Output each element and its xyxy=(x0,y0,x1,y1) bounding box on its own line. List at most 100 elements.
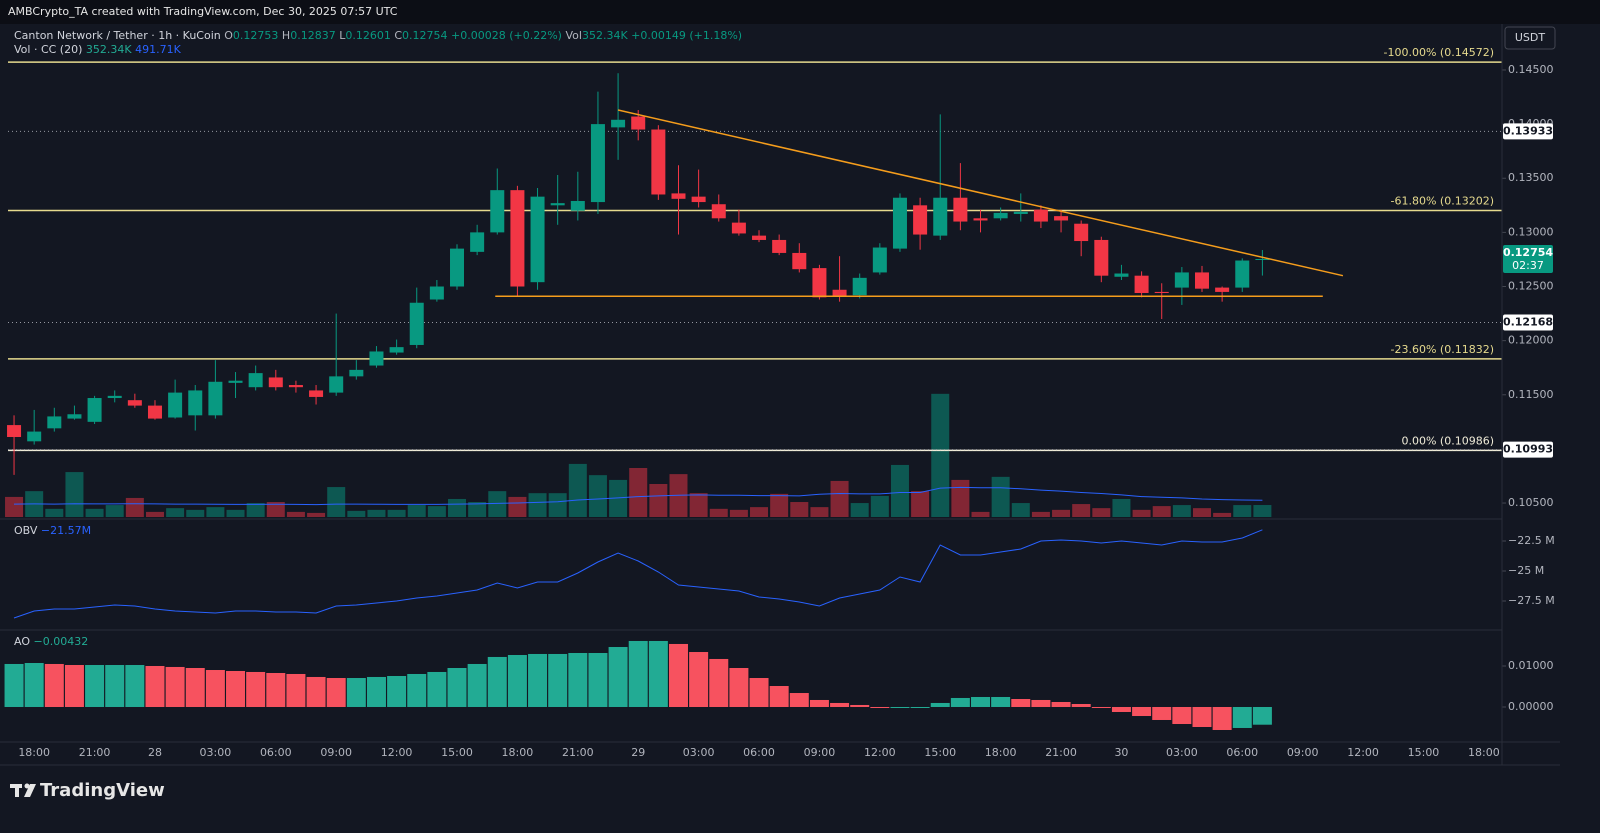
ao-bar xyxy=(850,704,870,707)
ao-bar xyxy=(165,666,185,707)
x-tick-label: 21:00 xyxy=(1045,746,1077,759)
y-tick-label: 0.10500 xyxy=(1508,496,1554,509)
volume-bar xyxy=(911,491,930,517)
volume-bar xyxy=(850,503,869,517)
volume-bar xyxy=(65,472,84,517)
candle-body xyxy=(1033,209,1048,222)
candle-body xyxy=(772,239,787,253)
candle-body xyxy=(288,385,303,388)
x-tick-label: 12:00 xyxy=(864,746,896,759)
volume-bar xyxy=(448,498,467,517)
candle-body xyxy=(510,190,525,287)
volume-bar xyxy=(528,493,547,517)
ao-bar xyxy=(346,678,366,707)
candle-body xyxy=(47,416,62,429)
logo-part xyxy=(24,783,30,789)
volume-bar xyxy=(1192,508,1211,517)
currency[interactable]: USDT xyxy=(1515,31,1546,44)
candle-body xyxy=(691,196,706,203)
ao-bar xyxy=(668,643,688,707)
ao-bar xyxy=(870,706,890,708)
logo-part xyxy=(24,784,36,797)
candle-body xyxy=(973,218,988,221)
x-tick-label: 03:00 xyxy=(683,746,715,759)
y-tick-label: −25 M xyxy=(1508,564,1544,577)
candle-body xyxy=(87,398,102,422)
candle-body xyxy=(107,395,122,399)
ao-bar xyxy=(548,653,568,707)
ohlc-letter: L xyxy=(339,29,346,42)
volume-bar xyxy=(206,507,225,517)
candle-body xyxy=(127,400,142,406)
candle-body xyxy=(671,193,686,199)
price-label: 0.10993 xyxy=(1503,443,1553,456)
ao-bar xyxy=(24,662,44,707)
x-tick-label: 18:00 xyxy=(1468,746,1500,759)
x-tick-label: 06:00 xyxy=(260,746,292,759)
ao-bar xyxy=(246,671,266,707)
volume-bar xyxy=(1072,504,1091,517)
volume-bar xyxy=(689,493,708,517)
volume-bar xyxy=(568,463,587,517)
candle-body xyxy=(1054,216,1069,221)
ao-bar xyxy=(226,670,246,707)
volume-bar xyxy=(649,483,668,517)
candle-body xyxy=(913,205,928,235)
brand-logo xyxy=(10,783,36,797)
change: +0.00028 (+0.22%) xyxy=(451,29,562,42)
x-tick-label: 21:00 xyxy=(562,746,594,759)
ao-bar xyxy=(1252,706,1272,725)
candle-body xyxy=(450,248,465,287)
fib-label: 0.00% (0.10986) xyxy=(1401,434,1494,447)
ao-bar xyxy=(145,665,165,707)
volume-bar xyxy=(588,475,607,517)
volume-bar xyxy=(367,509,386,517)
volume-bar xyxy=(830,480,849,517)
ao-bar xyxy=(950,697,970,707)
volume-bar xyxy=(45,508,64,517)
volume-bar xyxy=(951,479,970,517)
ao-bar xyxy=(608,647,628,707)
volume-bar xyxy=(1011,503,1030,517)
x-tick-label: 30 xyxy=(1114,746,1128,759)
ao-bar xyxy=(326,678,346,707)
y-tick-label: 0.12500 xyxy=(1508,280,1554,293)
fib-label: -23.60% (0.11832) xyxy=(1391,343,1494,356)
volume-bar xyxy=(1233,505,1252,517)
y-tick-label: 0.13000 xyxy=(1508,225,1554,238)
ao-bar xyxy=(1212,706,1232,730)
x-tick-label: 18:00 xyxy=(502,746,534,759)
candle-body xyxy=(832,289,847,297)
y-tick-label: 0.01000 xyxy=(1508,659,1554,672)
ao-bar xyxy=(789,693,809,707)
trendline xyxy=(617,109,1344,277)
ao-bar xyxy=(467,663,487,707)
volume-bar xyxy=(166,508,185,517)
ao-bar xyxy=(286,673,306,707)
ao-bar xyxy=(729,668,749,707)
volume-bar xyxy=(468,502,487,517)
currency-box[interactable] xyxy=(1504,26,1556,50)
candle-body xyxy=(309,390,324,397)
ohlc-letter: H xyxy=(282,29,290,42)
candle-body xyxy=(812,268,827,298)
ao-bar xyxy=(1192,706,1212,728)
candle-body xyxy=(1013,211,1028,214)
ao-bar xyxy=(64,665,84,707)
price-label-box xyxy=(1503,314,1553,331)
x-tick-label: 18:00 xyxy=(985,746,1017,759)
candle-body xyxy=(168,392,183,418)
candle-body xyxy=(208,381,223,416)
volume-bar xyxy=(709,508,728,517)
volume-bar xyxy=(5,496,24,517)
candle-body xyxy=(228,380,243,383)
ohlc-value: 0.12837 xyxy=(290,29,336,42)
candle-body xyxy=(953,197,968,222)
volume-bar xyxy=(407,505,426,517)
ao-bar xyxy=(1132,706,1152,717)
candle-body xyxy=(470,232,485,252)
volume-bar xyxy=(1092,508,1111,517)
ao-bar xyxy=(125,665,145,707)
volume-bar xyxy=(750,507,769,517)
ao-bar xyxy=(1051,701,1071,707)
